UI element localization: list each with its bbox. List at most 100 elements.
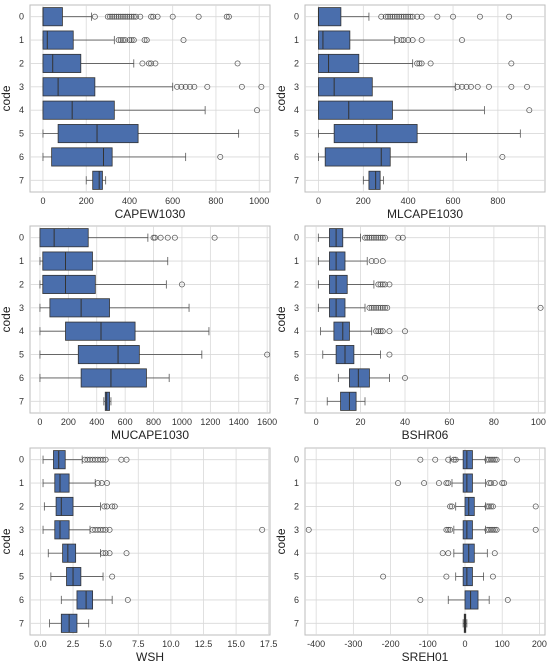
outlier-point [532,503,539,510]
outlier-point [508,60,515,67]
outlier-point [488,503,494,510]
chart-panel-6: -400 -300 -200 -100 0 100 200 0 1 2 3 4 5 6 7 SREH01 cod… [274,447,547,663]
iqr-box [77,345,140,365]
iqr-box [53,450,66,470]
outlier-point [493,456,500,463]
y-tick-label: 2 [294,501,299,511]
outlier-point [450,456,457,463]
x-tick-label: 400 [89,417,104,427]
outlier-point [377,234,384,241]
outlier-point [111,503,118,510]
outlier-point [179,281,185,288]
iqr-box [324,147,391,167]
x-tick-label: 100 [495,639,510,649]
outlier-point [399,234,406,241]
x-tick-label: 1200 [200,417,220,427]
outlier-point [148,60,155,67]
y-tick-label: 0 [19,233,24,243]
iqr-box [340,391,357,411]
y-tick-label: 6 [294,373,299,383]
y-tick-label: 5 [19,350,24,360]
outlier-point [409,37,416,44]
outlier-point [489,526,496,533]
y-tick-label: 4 [294,105,299,115]
y-tick-label: 0 [294,455,299,465]
outlier-point [445,480,452,487]
outlier-point [506,13,513,20]
outlier-point [386,351,393,358]
outlier-point [400,13,407,20]
chart-panel-4: 0 20 40 60 80 100 0 1 2 3 4 5 6 7 BSHR06 code [274,225,546,442]
outlier-point [417,596,424,603]
outlier-point [491,526,498,533]
x-tick-label: 5.0 [99,639,112,649]
outlier-point [120,13,126,20]
box-category-4 [439,543,498,563]
y-tick-label: 2 [19,58,24,68]
outlier-point [454,83,461,90]
outlier-point [164,234,171,241]
y-axis-label: code [0,306,13,332]
box-category-5 [50,567,116,587]
outlier-point [113,13,120,20]
outlier-point [477,13,483,20]
box-category-6 [42,147,224,167]
outlier-point [115,13,122,20]
outlier-point [111,13,118,20]
outlier-point [223,13,230,20]
outlier-point [508,83,515,90]
x-tick-label: 100 [531,417,546,427]
box-category-2 [42,53,241,73]
iqr-box [349,368,370,388]
box-category-0 [417,450,521,470]
x-tick-label: 0 [314,417,319,427]
outlier-point [373,258,380,265]
iqr-box [462,567,473,587]
y-tick-label: 1 [294,256,299,266]
outlier-point [380,573,387,580]
x-axis-label: SREH01 [402,650,449,663]
outlier-point [405,37,412,44]
outlier-point [373,234,380,241]
outlier-point [488,526,494,533]
box-category-2 [39,274,185,294]
iqr-box [464,590,479,610]
x-axis-label: WSH [136,650,164,663]
outlier-point [143,37,150,44]
iqr-box [464,496,475,516]
outlier-point [375,281,382,288]
y-tick-label: 6 [19,595,24,605]
x-axis-label: CAPEW1030 [115,207,186,221]
outlier-point [375,234,382,241]
iqr-box [42,7,63,27]
iqr-box [318,53,360,73]
iqr-box [462,473,473,493]
y-tick-label: 7 [294,175,299,185]
iqr-box [42,251,93,271]
x-tick-label: 800 [146,417,161,427]
y-tick-label: 6 [294,152,299,162]
outlier-point [104,13,111,20]
outlier-point [445,456,452,463]
x-tick-label: -400 [307,639,325,649]
x-tick-label: 200 [79,196,94,206]
iqr-box [329,298,346,318]
outlier-point [537,304,544,311]
y-tick-label: 0 [294,233,299,243]
x-tick-label: 800 [490,196,505,206]
y-tick-label: 6 [19,373,24,383]
outlier-point [171,234,178,241]
outlier-point [141,37,148,44]
box-category-7 [326,391,366,411]
outlier-point [102,550,109,557]
outlier-point [305,526,312,533]
y-tick-label: 2 [294,279,299,289]
outlier-point [443,573,450,580]
x-tick-label: 400 [401,196,416,206]
outlier-point [100,526,106,533]
outlier-point [204,83,211,90]
y-tick-label: 3 [19,525,24,535]
outlier-point [432,456,439,463]
outlier-point [258,83,265,90]
outlier-point [402,328,408,335]
